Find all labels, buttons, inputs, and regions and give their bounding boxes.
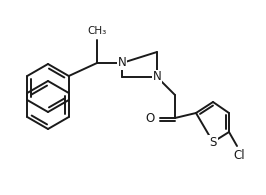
- Text: O: O: [146, 112, 155, 124]
- Text: N: N: [118, 57, 126, 69]
- Text: N: N: [153, 71, 161, 83]
- Text: CH₃: CH₃: [87, 26, 107, 36]
- Text: Cl: Cl: [233, 149, 245, 162]
- Text: S: S: [209, 136, 217, 149]
